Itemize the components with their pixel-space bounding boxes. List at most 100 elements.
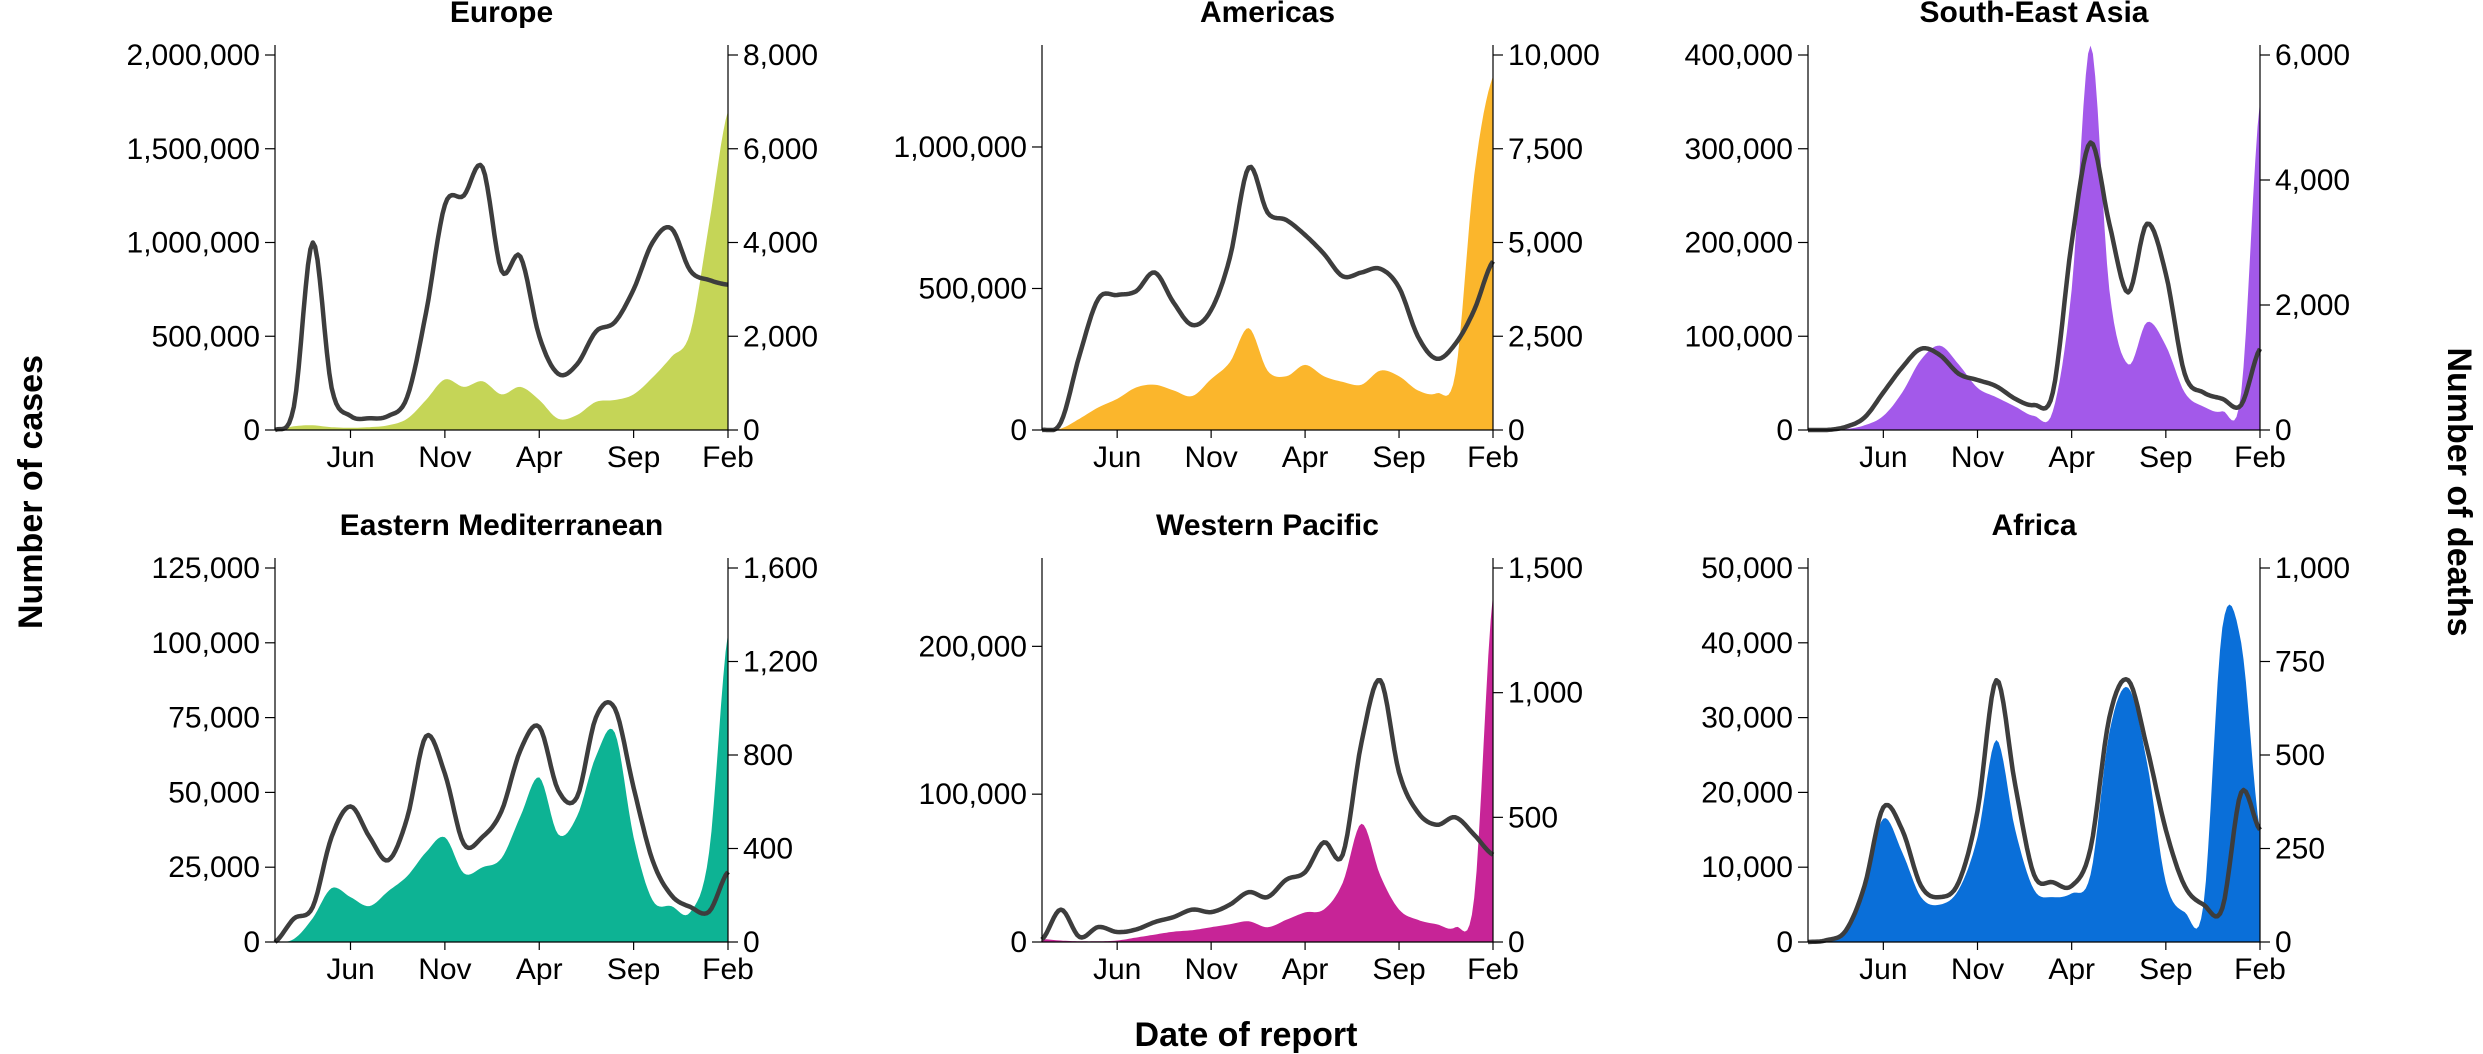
cases-area-western-pacific: [1042, 594, 1493, 942]
left-tick-label: 0: [243, 414, 260, 447]
deaths-line-western-pacific: [1040, 677, 1495, 941]
x-tick-label: Nov: [1184, 953, 1237, 986]
left-tick-label: 500,000: [152, 320, 260, 353]
right-tick-label: 10,000: [1508, 39, 1600, 72]
left-tick-label: 10,000: [1701, 851, 1793, 884]
right-tick-label: 800: [743, 739, 793, 772]
x-tick-label: Apr: [516, 953, 563, 986]
cases-area-africa: [1808, 604, 2260, 942]
x-tick-label: Jun: [1093, 953, 1141, 986]
left-tick-label: 100,000: [1685, 320, 1793, 353]
right-tick-label: 7,500: [1508, 133, 1583, 166]
x-tick-label: Jun: [326, 953, 374, 986]
panel-americas: Americas 0 500,000 1,000,000 0 2,500 5,000 7,50…: [894, 0, 1600, 474]
panel-africa: Africa 0 10,000 20,000 30,000 40,000 50,000 0 25…: [1701, 509, 2350, 986]
panels: Europe 0 500,000 1,000,000 1,500,000 2,000,00…: [127, 0, 2351, 986]
left-tick-label: 50,000: [168, 776, 260, 809]
cases-area-americas: [1042, 76, 1493, 430]
left-tick-label: 125,000: [152, 552, 260, 585]
right-tick-label: 6,000: [2275, 39, 2350, 72]
deaths-line-africa: [1807, 676, 2262, 945]
x-tick-label: Feb: [1467, 953, 1519, 986]
x-tick-label: Apr: [1282, 953, 1329, 986]
left-tick-label: 20,000: [1701, 776, 1793, 809]
panel-south-east-asia: South-East Asia 0 100,000 200,000 300,000 400…: [1685, 0, 2351, 474]
right-tick-label: 250: [2275, 833, 2325, 866]
left-tick-label: 300,000: [1685, 133, 1793, 166]
left-tick-label: 200,000: [919, 630, 1027, 663]
left-tick-label: 400,000: [1685, 39, 1793, 72]
x-tick-label: Sep: [607, 953, 660, 986]
deaths-line-americas: [1041, 164, 1495, 433]
cases-area-eastern-mediterranean: [275, 633, 728, 942]
x-tick-label: Sep: [2139, 953, 2192, 986]
right-tick-label: 0: [743, 926, 760, 959]
panel-title-americas: Americas: [1200, 0, 1335, 29]
right-tick-label: 0: [1508, 414, 1525, 447]
x-tick-label: Apr: [516, 441, 563, 474]
x-tick-label: Apr: [2048, 953, 2095, 986]
cases-area-europe: [275, 111, 728, 431]
x-tick-label: Nov: [418, 953, 471, 986]
left-tick-label: 200,000: [1685, 227, 1793, 260]
y-axis-label-cases: Number of cases: [12, 355, 50, 629]
x-tick-label: Jun: [1859, 441, 1907, 474]
panel-title-europe: Europe: [450, 0, 553, 29]
x-tick-label: Apr: [1282, 441, 1329, 474]
left-tick-label: 30,000: [1701, 702, 1793, 735]
panel-western-pacific: Western Pacific 0 100,000 200,000 0 500 1,000 1…: [919, 509, 1584, 986]
left-tick-label: 500,000: [919, 272, 1027, 305]
x-tick-label: Feb: [702, 953, 754, 986]
right-tick-label: 1,500: [1508, 552, 1583, 585]
right-tick-label: 500: [1508, 801, 1558, 834]
panel-title-western-pacific: Western Pacific: [1156, 509, 1379, 542]
right-tick-label: 4,000: [2275, 164, 2350, 197]
x-tick-label: Feb: [1467, 441, 1519, 474]
left-tick-label: 0: [243, 926, 260, 959]
x-tick-label: Nov: [418, 441, 471, 474]
right-tick-label: 1,000: [2275, 552, 2350, 585]
left-tick-label: 100,000: [919, 778, 1027, 811]
left-tick-label: 0: [1010, 926, 1027, 959]
x-tick-label: Sep: [2139, 441, 2192, 474]
left-tick-label: 100,000: [152, 627, 260, 660]
right-tick-label: 2,500: [1508, 320, 1583, 353]
x-tick-label: Apr: [2048, 441, 2095, 474]
x-tick-label: Feb: [2234, 441, 2286, 474]
left-tick-label: 0: [1776, 414, 1793, 447]
left-tick-label: 0: [1010, 414, 1027, 447]
left-tick-label: 1,000,000: [894, 131, 1027, 164]
deaths-line-europe: [274, 162, 729, 433]
x-tick-label: Sep: [607, 441, 660, 474]
left-tick-label: 25,000: [168, 851, 260, 884]
right-tick-label: 2,000: [2275, 289, 2350, 322]
left-tick-label: 2,000,000: [127, 39, 260, 72]
left-tick-label: 75,000: [168, 702, 260, 735]
right-tick-label: 0: [2275, 414, 2292, 447]
x-tick-label: Jun: [326, 441, 374, 474]
x-tick-label: Feb: [2234, 953, 2286, 986]
x-tick-label: Jun: [1093, 441, 1141, 474]
right-tick-label: 2,000: [743, 320, 818, 353]
left-tick-label: 1,000,000: [127, 227, 260, 260]
x-tick-label: Nov: [1951, 441, 2004, 474]
right-tick-label: 5,000: [1508, 227, 1583, 260]
right-tick-label: 8,000: [743, 39, 818, 72]
right-tick-label: 500: [2275, 739, 2325, 772]
x-tick-label: Nov: [1184, 441, 1237, 474]
left-tick-label: 0: [1776, 926, 1793, 959]
panel-title-south-east-asia: South-East Asia: [1920, 0, 2149, 29]
x-axis-label-date: Date of report: [1135, 1016, 1358, 1054]
deaths-line-south-east-asia: [1808, 140, 2263, 433]
right-tick-label: 0: [743, 414, 760, 447]
left-tick-label: 50,000: [1701, 552, 1793, 585]
left-tick-label: 1,500,000: [127, 133, 260, 166]
x-tick-label: Feb: [702, 441, 754, 474]
deaths-line-eastern-mediterranean: [273, 699, 730, 944]
right-tick-label: 1,200: [743, 646, 818, 679]
panel-europe: Europe 0 500,000 1,000,000 1,500,000 2,000,00…: [127, 0, 819, 474]
right-tick-label: 6,000: [743, 133, 818, 166]
x-tick-label: Nov: [1951, 953, 2004, 986]
panel-title-eastern-mediterranean: Eastern Mediterranean: [340, 509, 663, 542]
